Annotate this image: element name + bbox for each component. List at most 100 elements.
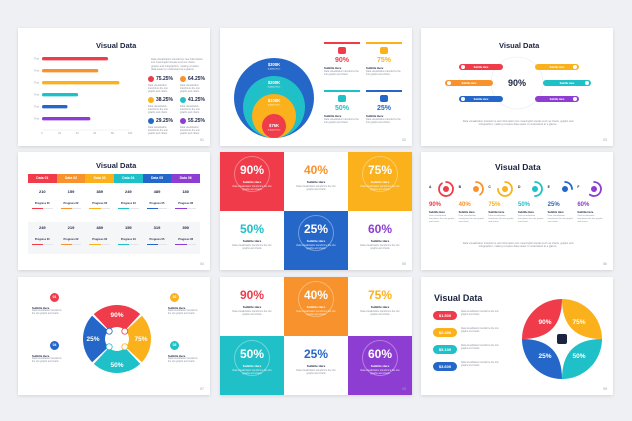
tile-value: 60% [367,222,393,236]
circle-label: Subtitle Here [268,104,281,107]
tile [348,277,412,336]
progress-label: Progress 05 [149,202,165,205]
pill-icon [573,97,577,101]
slide-8-tiles[interactable]: 90% Subtitle Here Data visualization trans… [220,277,412,395]
petal-value: 25% [538,353,551,360]
tile-subtitle: Subtitle Here [306,305,326,309]
circle-value: $300K [268,62,280,67]
arc-icon [532,186,538,192]
item-number: 04 [50,341,59,350]
cycle-node [121,343,129,351]
column-header: Data 04 [114,174,143,183]
tile-value: 90% [239,288,265,302]
stat-icon [148,76,154,82]
pill [543,80,591,86]
cycle-value: 50% [110,362,123,369]
stat-desc: Data visualization transforms the into g… [148,126,168,135]
stat-desc: Data visualization transforms the into g… [180,126,200,135]
tile-desc: Data visualization transforms the into g… [232,310,272,316]
progress-label: Progress 01 [34,238,50,241]
tile-value: 25% [303,222,329,236]
arc-subtitle: Subtitle Here [488,211,505,214]
table-cell-value: 489 [153,189,161,194]
stat-top-line [324,90,360,92]
cycle-node [105,327,113,335]
stat-top-line [324,42,360,44]
table-cell-value: 180 [182,189,189,194]
arc-fill [589,181,603,197]
arc-subtitle: Subtitle Here [577,211,594,214]
tile-desc: Data visualization transforms the into g… [232,369,272,375]
cycle-node [105,343,113,351]
progress-fill [89,244,101,246]
table-cell-value: 389 [96,189,103,194]
stat-top-line [366,42,402,44]
bar [42,93,79,97]
badge-desc: Data visualization transforms the into g… [461,311,499,316]
bar [42,105,68,109]
tile-ring [234,156,270,192]
slide-title: Visual Data [499,41,540,50]
tile-subtitle: Subtitle Here [306,239,326,243]
petal-value: 75% [572,319,585,326]
slide-title: Visual Data [495,162,541,172]
progress-fill [146,244,159,246]
table-cell-value: 159 [67,189,75,194]
table-cell-value: 219 [67,225,75,230]
slide-4-data-table[interactable]: Visual Data Data 01 Data 02 Data 03 Data 04… [18,152,210,270]
arc-value: 50% [518,202,531,208]
item-subtitle: Subtitle Here [168,354,186,358]
progress-arc [532,181,543,197]
cycle-segment [93,347,141,373]
tile-desc: Data visualization transforms the into g… [232,185,272,191]
slide-2-concentric-circles[interactable]: $300K Subtitle Here $200K Subtitle Here $100… [220,28,412,146]
petal [562,299,602,339]
arc-value: 25% [547,202,560,208]
progress-arc [472,181,484,196]
tile-subtitle: Subtitle Here [370,239,390,243]
arc-value: 90% [429,202,442,208]
bar [42,57,108,61]
pill [535,64,579,70]
stat-subtitle: Subtitle Here [366,114,384,118]
table-cell-value: 210 [38,189,46,194]
category-label: Text [34,93,39,97]
slide-6-progress-arcs[interactable]: Visual Data A 90% Subtitle Here Data visual… [421,152,613,270]
arc-fill [438,181,454,197]
badge-desc: Data visualization transforms the into g… [461,345,499,350]
tile-desc: Data visualization transforms the into g… [296,185,336,191]
slide-3-pill-diagram[interactable]: Visual Data Subtitle Here Subtitle Here Su… [421,28,613,146]
tile [348,211,412,270]
stat-desc: Data visualization transforms the into g… [180,105,200,114]
arc-value: 60% [577,202,590,208]
progress-label: Progress 03 [92,238,108,241]
slide-1-bar-chart[interactable]: Visual Data Text Text Text Text Text Text 0 20 4… [18,28,210,146]
progress-fill [175,208,187,210]
item-desc: Data visualization transforms the into g… [32,310,62,315]
arc-icon [502,186,509,192]
stats-grid: 90% Subtitle Here Data visualization trans… [324,42,408,138]
stat-icon [380,47,388,54]
slide-description: Data visualization transforms raw inform… [151,58,203,72]
x-tick-label: 80 [111,131,114,135]
progress-label: Progress 02 [63,238,79,241]
slide-9-petal-chart[interactable]: Visual Data $1.500 Data visualization tra… [421,277,613,395]
stat-icon [148,97,154,103]
badge-desc: Data visualization transforms the into g… [461,362,499,367]
arc-letter: F [577,185,580,189]
x-tick-label: 60 [93,131,96,135]
page-number: 07 [200,387,204,391]
tile-value: 60% [367,347,393,361]
progress-fill [118,208,130,210]
slide-description: Data visualization transforms raw inform… [462,242,574,249]
petal-chart: 90% 75% 50% 25% [522,299,602,379]
slide-title: Visual Data [434,293,483,303]
arc-fill [534,181,543,197]
progress-arc [497,181,514,197]
tile-ring [298,281,334,317]
stat-desc: Data visualization transforms the into g… [366,70,401,76]
arc-fill [497,181,514,197]
slide-5-tiles[interactable]: 90% Subtitle Here Data visualization trans… [220,152,412,270]
category-label: Text [34,117,39,121]
slide-7-cycle-diagram[interactable]: 01 Subtitle Here Data visualization transf… [18,277,210,395]
